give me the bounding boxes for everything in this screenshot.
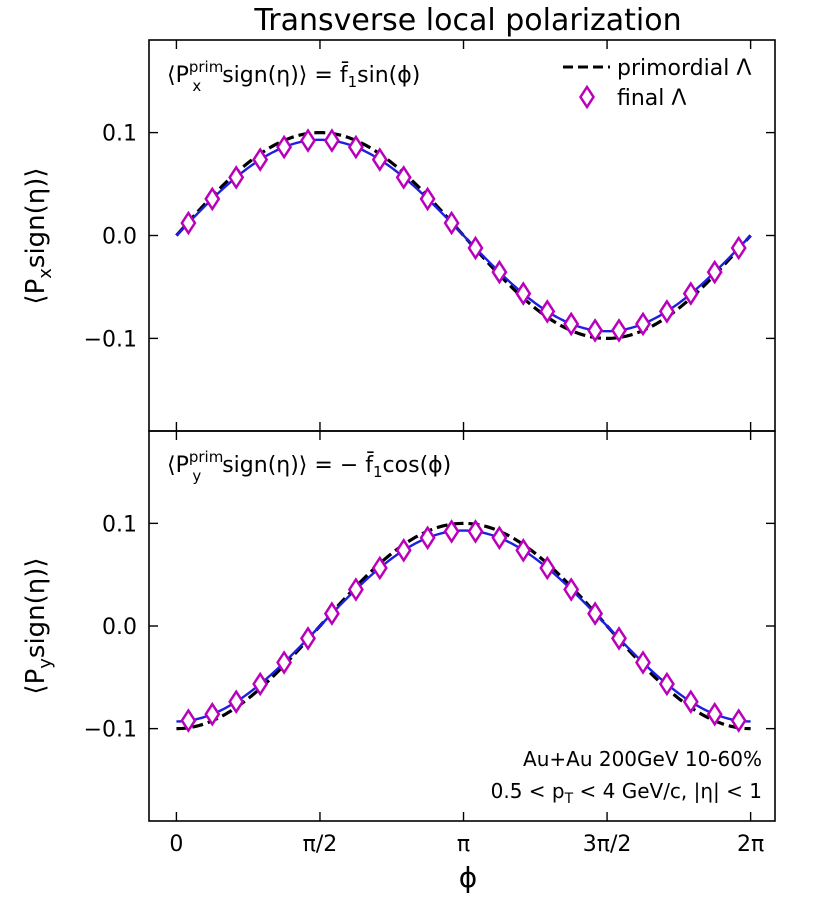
- final-lambda-point: [682, 281, 699, 306]
- fit-curve: [175, 138, 752, 333]
- final-lambda-point: [323, 128, 340, 153]
- final-lambda-point: [491, 259, 508, 285]
- x-tick-label: 0: [169, 832, 183, 857]
- final-lambda-point: [180, 708, 197, 733]
- final-lambda-point: [371, 147, 388, 172]
- final-lambda-point: [276, 134, 293, 160]
- final-lambda-point: [347, 134, 364, 160]
- final-lambda-point: [300, 128, 316, 153]
- final-lambda-point: [682, 689, 699, 714]
- legend-primordial-label: primordial Λ: [617, 56, 751, 81]
- fit-curve: [176, 529, 751, 723]
- y-tick-label: 0.1: [102, 512, 137, 537]
- final-lambda-point: [467, 519, 484, 544]
- final-lambda-point: [180, 210, 197, 236]
- final-lambda-point: [323, 601, 340, 626]
- final-lambda-point: [467, 235, 484, 261]
- final-lambda-point: [658, 671, 675, 697]
- final-lambda-point: [635, 650, 651, 675]
- y-tick-label: −0.1: [84, 718, 137, 743]
- y-tick-label: 0.0: [102, 225, 137, 250]
- final-lambda-point: [563, 577, 580, 602]
- final-lambda-point: [204, 186, 221, 212]
- final-lambda-point: [228, 689, 245, 714]
- final-lambda-point: [539, 555, 556, 581]
- final-lambda-point: [371, 555, 388, 581]
- final-lambda-point: [252, 147, 269, 172]
- final-lambda-point: [635, 311, 651, 337]
- x-tick-label: π/2: [303, 832, 338, 857]
- final-lambda-point: [443, 519, 460, 544]
- final-lambda-point: [515, 281, 532, 306]
- primordial-curve: [176, 521, 751, 731]
- final-lambda-point: [228, 165, 245, 190]
- final-lambda-point: [539, 299, 556, 324]
- final-lambda-point: [347, 577, 364, 602]
- final-lambda-point: [563, 311, 580, 337]
- final-lambda-point: [395, 165, 412, 190]
- final-lambda-point: [706, 701, 723, 727]
- final-lambda-point: [658, 299, 675, 324]
- primordial-curve: [175, 131, 752, 340]
- final-lambda-point: [419, 525, 436, 551]
- final-lambda-point: [300, 626, 316, 651]
- x-axis-label: ϕ: [459, 861, 477, 894]
- top-panel-y-label: ⟨Pxsign(η)⟩: [21, 167, 56, 304]
- final-lambda-point: [252, 671, 269, 697]
- top-panel: ⟨Pprim x sign(η)⟩ = f̄1sin(ϕ) ⟨Pxsign(η)⟩ …: [21, 39, 776, 432]
- final-lambda-point: [443, 210, 460, 236]
- y-tick-label: −0.1: [84, 327, 137, 352]
- y-tick-label: 0.1: [102, 122, 137, 147]
- legend-final-label: final Λ: [617, 86, 686, 111]
- top-panel-formula: ⟨Pprim x sign(η)⟩ = f̄1sin(ϕ): [167, 58, 420, 95]
- final-lambda-point: [730, 235, 747, 261]
- chart-title: Transverse local polarization: [253, 3, 681, 38]
- final-lambda-point: [587, 318, 604, 343]
- final-lambda-point: [395, 538, 412, 563]
- final-lambda-point: [515, 538, 532, 563]
- final-lambda-point: [276, 650, 293, 675]
- final-lambda-point: [491, 525, 508, 551]
- final-lambda-point: [587, 601, 604, 626]
- x-tick-label: π: [457, 832, 470, 857]
- final-lambda-point: [706, 259, 723, 285]
- x-tick-label: 3π/2: [583, 832, 632, 857]
- bottom-panel-y-label: ⟨Pysign(η)⟩: [21, 557, 56, 694]
- final-lambda-point: [419, 186, 436, 212]
- bottom-panel: ⟨Pprim y sign(η)⟩ = − f̄1cos(ϕ) ⟨Pysign(η)…: [21, 430, 776, 822]
- final-lambda-point: [204, 701, 221, 727]
- annotation-kinematic-cuts: 0.5 < pT < 4 GeV/c, |η| < 1: [491, 779, 762, 807]
- final-lambda-point: [611, 626, 627, 651]
- final-lambda-point: [730, 708, 747, 733]
- y-tick-label: 0.0: [102, 615, 137, 640]
- annotation-collision-system: Au+Au 200GeV 10-60%: [523, 747, 762, 771]
- legend-final-marker: [579, 84, 595, 110]
- bottom-panel-formula: ⟨Pprim y sign(η)⟩ = − f̄1cos(ϕ): [167, 448, 451, 485]
- legend: primordial Λ final Λ: [563, 56, 751, 111]
- x-tick-label: 2π: [737, 832, 764, 857]
- final-lambda-point: [611, 318, 627, 343]
